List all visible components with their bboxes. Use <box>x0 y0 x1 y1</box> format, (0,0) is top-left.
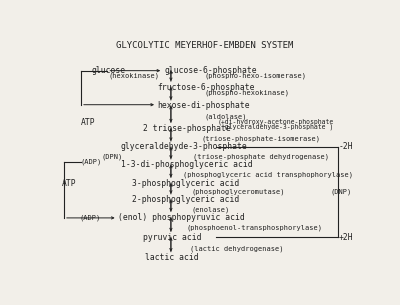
Text: (phosphoglyceric acid transphophorylase): (phosphoglyceric acid transphophorylase) <box>183 172 353 178</box>
Text: (enol) phosphopyruvic acid: (enol) phosphopyruvic acid <box>118 214 244 222</box>
Text: +2H: +2H <box>338 233 353 242</box>
Text: 2-phosphoglyceric acid: 2-phosphoglyceric acid <box>132 195 239 204</box>
Text: pyruvic acid: pyruvic acid <box>143 233 202 242</box>
Text: (ADP): (ADP) <box>80 215 101 221</box>
Text: (DPN): (DPN) <box>101 154 122 160</box>
Text: (enolase): (enolase) <box>191 206 229 213</box>
Text: 2 triose-phosphate: 2 triose-phosphate <box>143 124 231 133</box>
Text: fructose-6-phosphate: fructose-6-phosphate <box>157 83 254 92</box>
Text: (lactic dehydrogenase): (lactic dehydrogenase) <box>190 245 284 252</box>
Text: glyceraldehyde-3-phosphate ): glyceraldehyde-3-phosphate ) <box>218 123 334 130</box>
Text: (aldolase): (aldolase) <box>205 113 248 120</box>
Text: (phosphoenol-transphosphorylase): (phosphoenol-transphosphorylase) <box>186 225 322 231</box>
Text: -2H: -2H <box>338 142 353 152</box>
Text: ATP: ATP <box>62 179 76 188</box>
Text: GLYCOLYTIC MEYERHOF-EMBDEN SYSTEM: GLYCOLYTIC MEYERHOF-EMBDEN SYSTEM <box>116 41 294 51</box>
Text: glucose-6-phosphate: glucose-6-phosphate <box>164 66 257 75</box>
Text: (phospho-hexokinase): (phospho-hexokinase) <box>205 89 290 95</box>
Text: glyceraldehyde-3-phosphate: glyceraldehyde-3-phosphate <box>121 142 248 152</box>
Text: 3-phosphoglyceric acid: 3-phosphoglyceric acid <box>132 179 239 188</box>
Text: 1-3-di-phosphoglyceric acid: 1-3-di-phosphoglyceric acid <box>121 160 252 169</box>
Text: glucose: glucose <box>92 66 126 75</box>
Text: lactic acid: lactic acid <box>146 253 199 262</box>
Text: (+di-hydroxy-acetone-phosphate: (+di-hydroxy-acetone-phosphate <box>218 118 334 125</box>
Text: (triose-phosphate-isomerase): (triose-phosphate-isomerase) <box>202 135 321 142</box>
Text: (phosphoglyceromutase): (phosphoglyceromutase) <box>191 189 284 195</box>
Text: hexose-di-phosphate: hexose-di-phosphate <box>157 101 250 110</box>
Text: (ADP): (ADP) <box>81 159 102 165</box>
Text: (phospho-hexo-isomerase): (phospho-hexo-isomerase) <box>205 73 307 79</box>
Text: (hexokinase): (hexokinase) <box>108 73 159 79</box>
Text: (DNP): (DNP) <box>330 189 352 195</box>
Text: ATP: ATP <box>80 118 95 127</box>
Text: (triose-phosphate dehydrogenase): (triose-phosphate dehydrogenase) <box>193 154 329 160</box>
